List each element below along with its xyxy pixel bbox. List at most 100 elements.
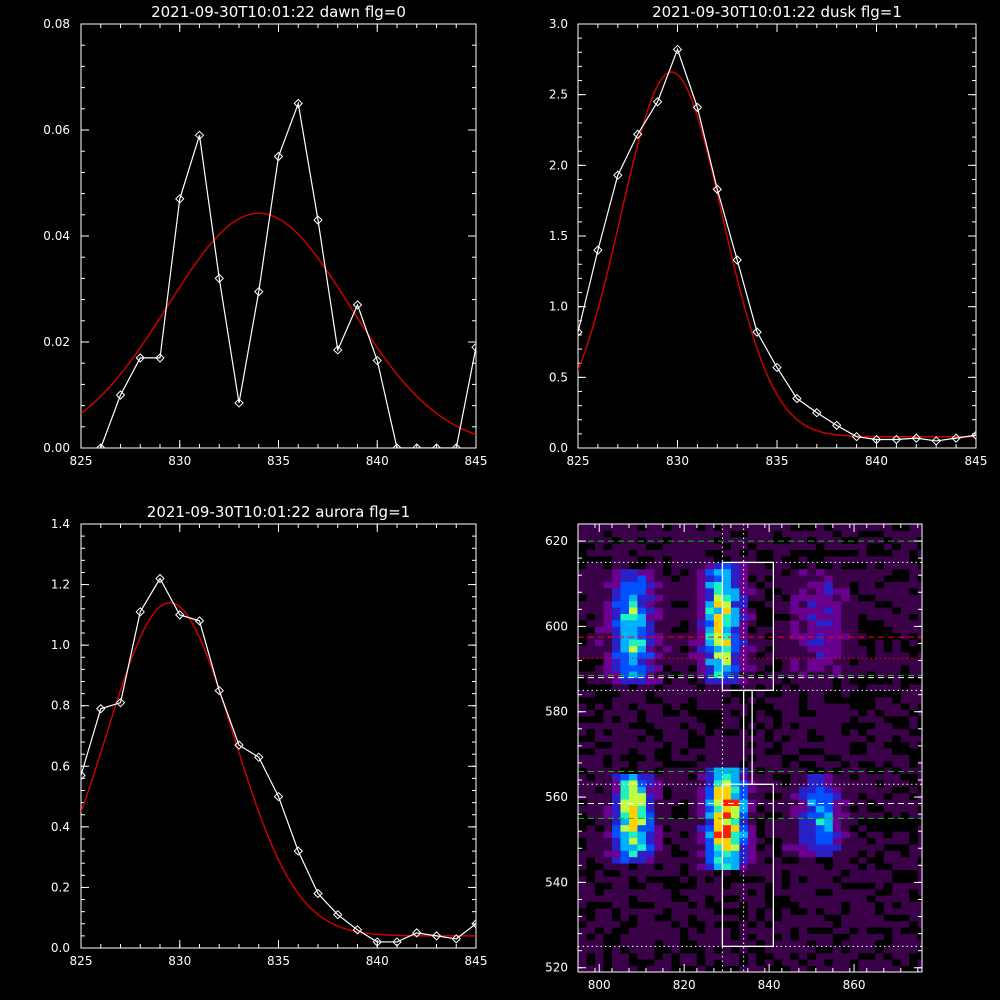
heatmap-cell	[628, 760, 638, 768]
heatmap-cell	[832, 645, 842, 653]
heatmap-cell	[628, 690, 638, 698]
heatmap-cell	[730, 658, 740, 666]
heatmap-cell	[849, 709, 859, 717]
heatmap-cell	[832, 940, 842, 947]
heatmap-cell	[892, 786, 902, 794]
heatmap-cell	[900, 876, 910, 883]
heatmap-cell	[866, 620, 876, 627]
heatmap-cell	[773, 658, 783, 666]
heatmap-cell	[841, 773, 851, 781]
heatmap-cell	[578, 901, 587, 909]
heatmap-cell	[730, 684, 740, 691]
heatmap-cell	[671, 850, 681, 858]
heatmap-cell	[679, 722, 689, 730]
heatmap-cell	[688, 594, 698, 602]
heatmap-cell	[858, 696, 868, 704]
heatmap-cell	[620, 575, 630, 582]
heatmap-cell	[764, 888, 774, 896]
heatmap-cell	[815, 607, 825, 614]
heatmap-cell	[849, 588, 859, 595]
heatmap-cell	[773, 895, 783, 902]
heatmap-cell	[892, 696, 902, 704]
heatmap-cell	[773, 888, 783, 896]
heatmap-cell	[807, 741, 817, 749]
heatmap-cell	[875, 543, 885, 550]
heatmap-cell	[620, 965, 630, 972]
heatmap-cell	[611, 940, 621, 947]
heatmap-cell	[798, 780, 808, 787]
heatmap-cell	[883, 607, 893, 614]
heatmap-cell	[688, 524, 698, 531]
heatmap-cell	[798, 658, 808, 666]
heatmap-cell	[798, 882, 808, 890]
heatmap-cell	[747, 549, 757, 557]
heatmap-cell	[654, 856, 664, 864]
heatmap-cell	[696, 613, 706, 621]
y-tick-label: 0.4	[51, 820, 70, 834]
heatmap-cell	[603, 536, 613, 544]
heatmap-cell	[679, 927, 689, 934]
heatmap-cell	[917, 671, 922, 678]
heatmap-cell	[883, 530, 893, 538]
heatmap-cell	[586, 844, 596, 851]
heatmap-cell	[662, 703, 672, 710]
heatmap-cell	[858, 581, 868, 589]
heatmap-cell	[909, 888, 919, 896]
heatmap-cell	[798, 581, 808, 589]
heatmap-cell	[730, 888, 740, 896]
heatmap-cell	[637, 850, 647, 858]
heatmap-cell	[815, 799, 825, 806]
heatmap-cell	[798, 792, 808, 800]
heatmap-cell	[883, 626, 893, 634]
y-tick-label: 1.5	[549, 229, 568, 243]
heatmap-cell	[722, 722, 732, 730]
heatmap-cell	[671, 594, 681, 602]
heatmap-cell	[849, 780, 859, 787]
heatmap-cell	[722, 818, 732, 826]
data-point-marker	[593, 245, 603, 255]
heatmap-cell	[713, 927, 723, 934]
heatmap-cell	[696, 703, 706, 710]
y-tick-label: 0.08	[43, 17, 70, 31]
heatmap-cell	[824, 850, 834, 858]
heatmap-cell	[662, 927, 672, 934]
heatmap-cell	[798, 626, 808, 634]
heatmap-cell	[832, 709, 842, 717]
heatmap-cell	[815, 645, 825, 653]
heatmap-cell	[849, 824, 859, 832]
heatmap-cell	[637, 543, 647, 550]
heatmap-cell	[586, 952, 596, 960]
heatmap-cell	[917, 556, 922, 563]
data-point-marker	[313, 215, 323, 225]
heatmap-cell	[900, 946, 910, 954]
heatmap-cell	[824, 863, 834, 870]
heatmap-cell	[722, 908, 732, 915]
heatmap-cell	[688, 850, 698, 858]
heatmap-cell	[637, 536, 647, 544]
heatmap-cell	[628, 914, 638, 922]
heatmap-cell	[645, 888, 655, 896]
heatmap-cell	[578, 767, 587, 774]
heatmap-cell	[790, 741, 800, 749]
heatmap-cell	[705, 767, 715, 774]
heatmap-cell	[917, 581, 922, 589]
heatmap-cell	[578, 524, 587, 531]
heatmap-cell	[722, 658, 732, 666]
heatmap-cell	[713, 805, 723, 813]
heatmap-cell	[696, 844, 706, 851]
heatmap-cell	[654, 799, 664, 806]
heatmap-cell	[892, 965, 902, 972]
heatmap-cell	[654, 588, 664, 595]
heatmap-cell	[586, 812, 596, 819]
heatmap-cell	[603, 728, 613, 736]
heatmap-cell	[798, 895, 808, 902]
heatmap-cell	[688, 792, 698, 800]
heatmap-cell	[578, 844, 587, 851]
heatmap-cell	[892, 748, 902, 755]
heatmap-cell	[892, 888, 902, 896]
heatmap-cell	[858, 600, 868, 608]
heatmap-cell	[628, 895, 638, 902]
heatmap-cell	[671, 568, 681, 576]
heatmap-cell	[662, 933, 672, 941]
heatmap-cell	[756, 863, 766, 870]
